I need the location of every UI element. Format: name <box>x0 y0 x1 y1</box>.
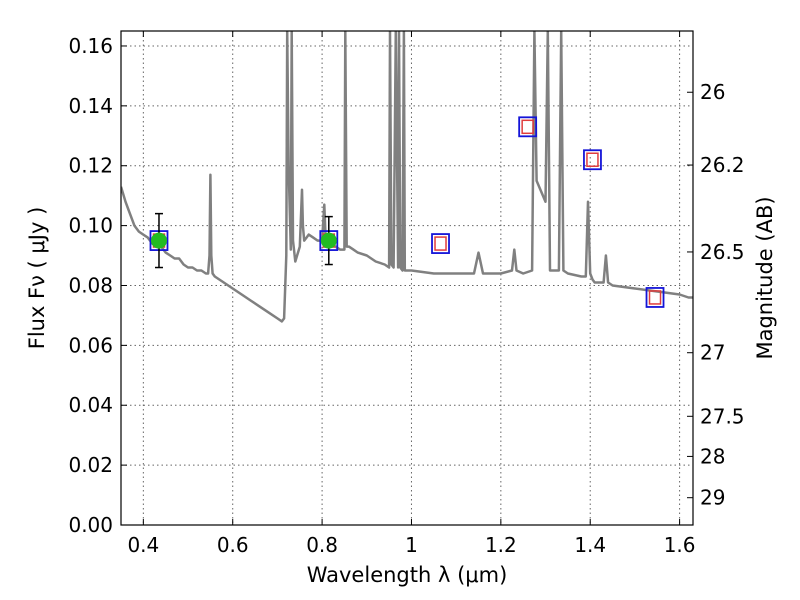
observed-point <box>320 232 337 249</box>
right-tick-label: 29 <box>700 486 725 510</box>
model-photometry-inner <box>521 119 534 135</box>
model-sed-line <box>121 31 693 323</box>
model-photometry-box <box>518 116 538 138</box>
y-tick-label: 0.16 <box>68 34 113 58</box>
plot-area <box>121 31 693 323</box>
model-photometry-inner <box>648 290 662 305</box>
model-photometry-inner <box>434 236 447 251</box>
model-photometry-box <box>583 149 602 171</box>
y-tick-label: 0.10 <box>68 214 113 238</box>
y-tick-label: 0.00 <box>68 513 113 537</box>
right-tick-label: 28 <box>700 444 725 468</box>
y-axis-title-left: Flux Fν ( μJy ) <box>25 207 49 350</box>
x-tick-label: 0.8 <box>306 533 338 557</box>
right-tick-label: 26.2 <box>700 153 745 177</box>
right-tick-label: 26 <box>700 80 725 104</box>
x-axis-title: Wavelength λ (μm) <box>307 563 508 587</box>
model-photometry-box <box>645 287 665 308</box>
right-tick-label: 26.5 <box>700 240 745 264</box>
y-tick-label: 0.02 <box>68 453 113 477</box>
model-photometry-inner <box>586 152 599 167</box>
x-tick-label: 1.2 <box>485 533 517 557</box>
grid-lines <box>121 31 693 525</box>
x-tick-label: 0.4 <box>127 533 159 557</box>
y-tick-label: 0.04 <box>68 393 113 417</box>
plot-frame <box>120 30 694 526</box>
right-tick-label: 27 <box>700 341 725 365</box>
y-tick-label: 0.14 <box>68 94 113 118</box>
right-tick-label: 27.5 <box>700 404 745 428</box>
x-tick-label: 1 <box>405 533 418 557</box>
y-tick-label: 0.06 <box>68 333 113 357</box>
x-tick-label: 1.6 <box>664 533 696 557</box>
x-tick-label: 0.6 <box>217 533 249 557</box>
y-tick-label: 0.08 <box>68 273 113 297</box>
model-photometry-box <box>431 233 450 254</box>
observed-point <box>150 232 167 249</box>
x-tick-label: 1.4 <box>574 533 606 557</box>
axes: 0.4 0.6 0.8 1 1.2 1.4 1.6 0.00 0.02 0.04 0.06 0.08 0… <box>68 31 745 557</box>
y-tick-label: 0.12 <box>68 154 113 178</box>
y-axis-title-right: Magnitude (AB) <box>753 196 777 359</box>
